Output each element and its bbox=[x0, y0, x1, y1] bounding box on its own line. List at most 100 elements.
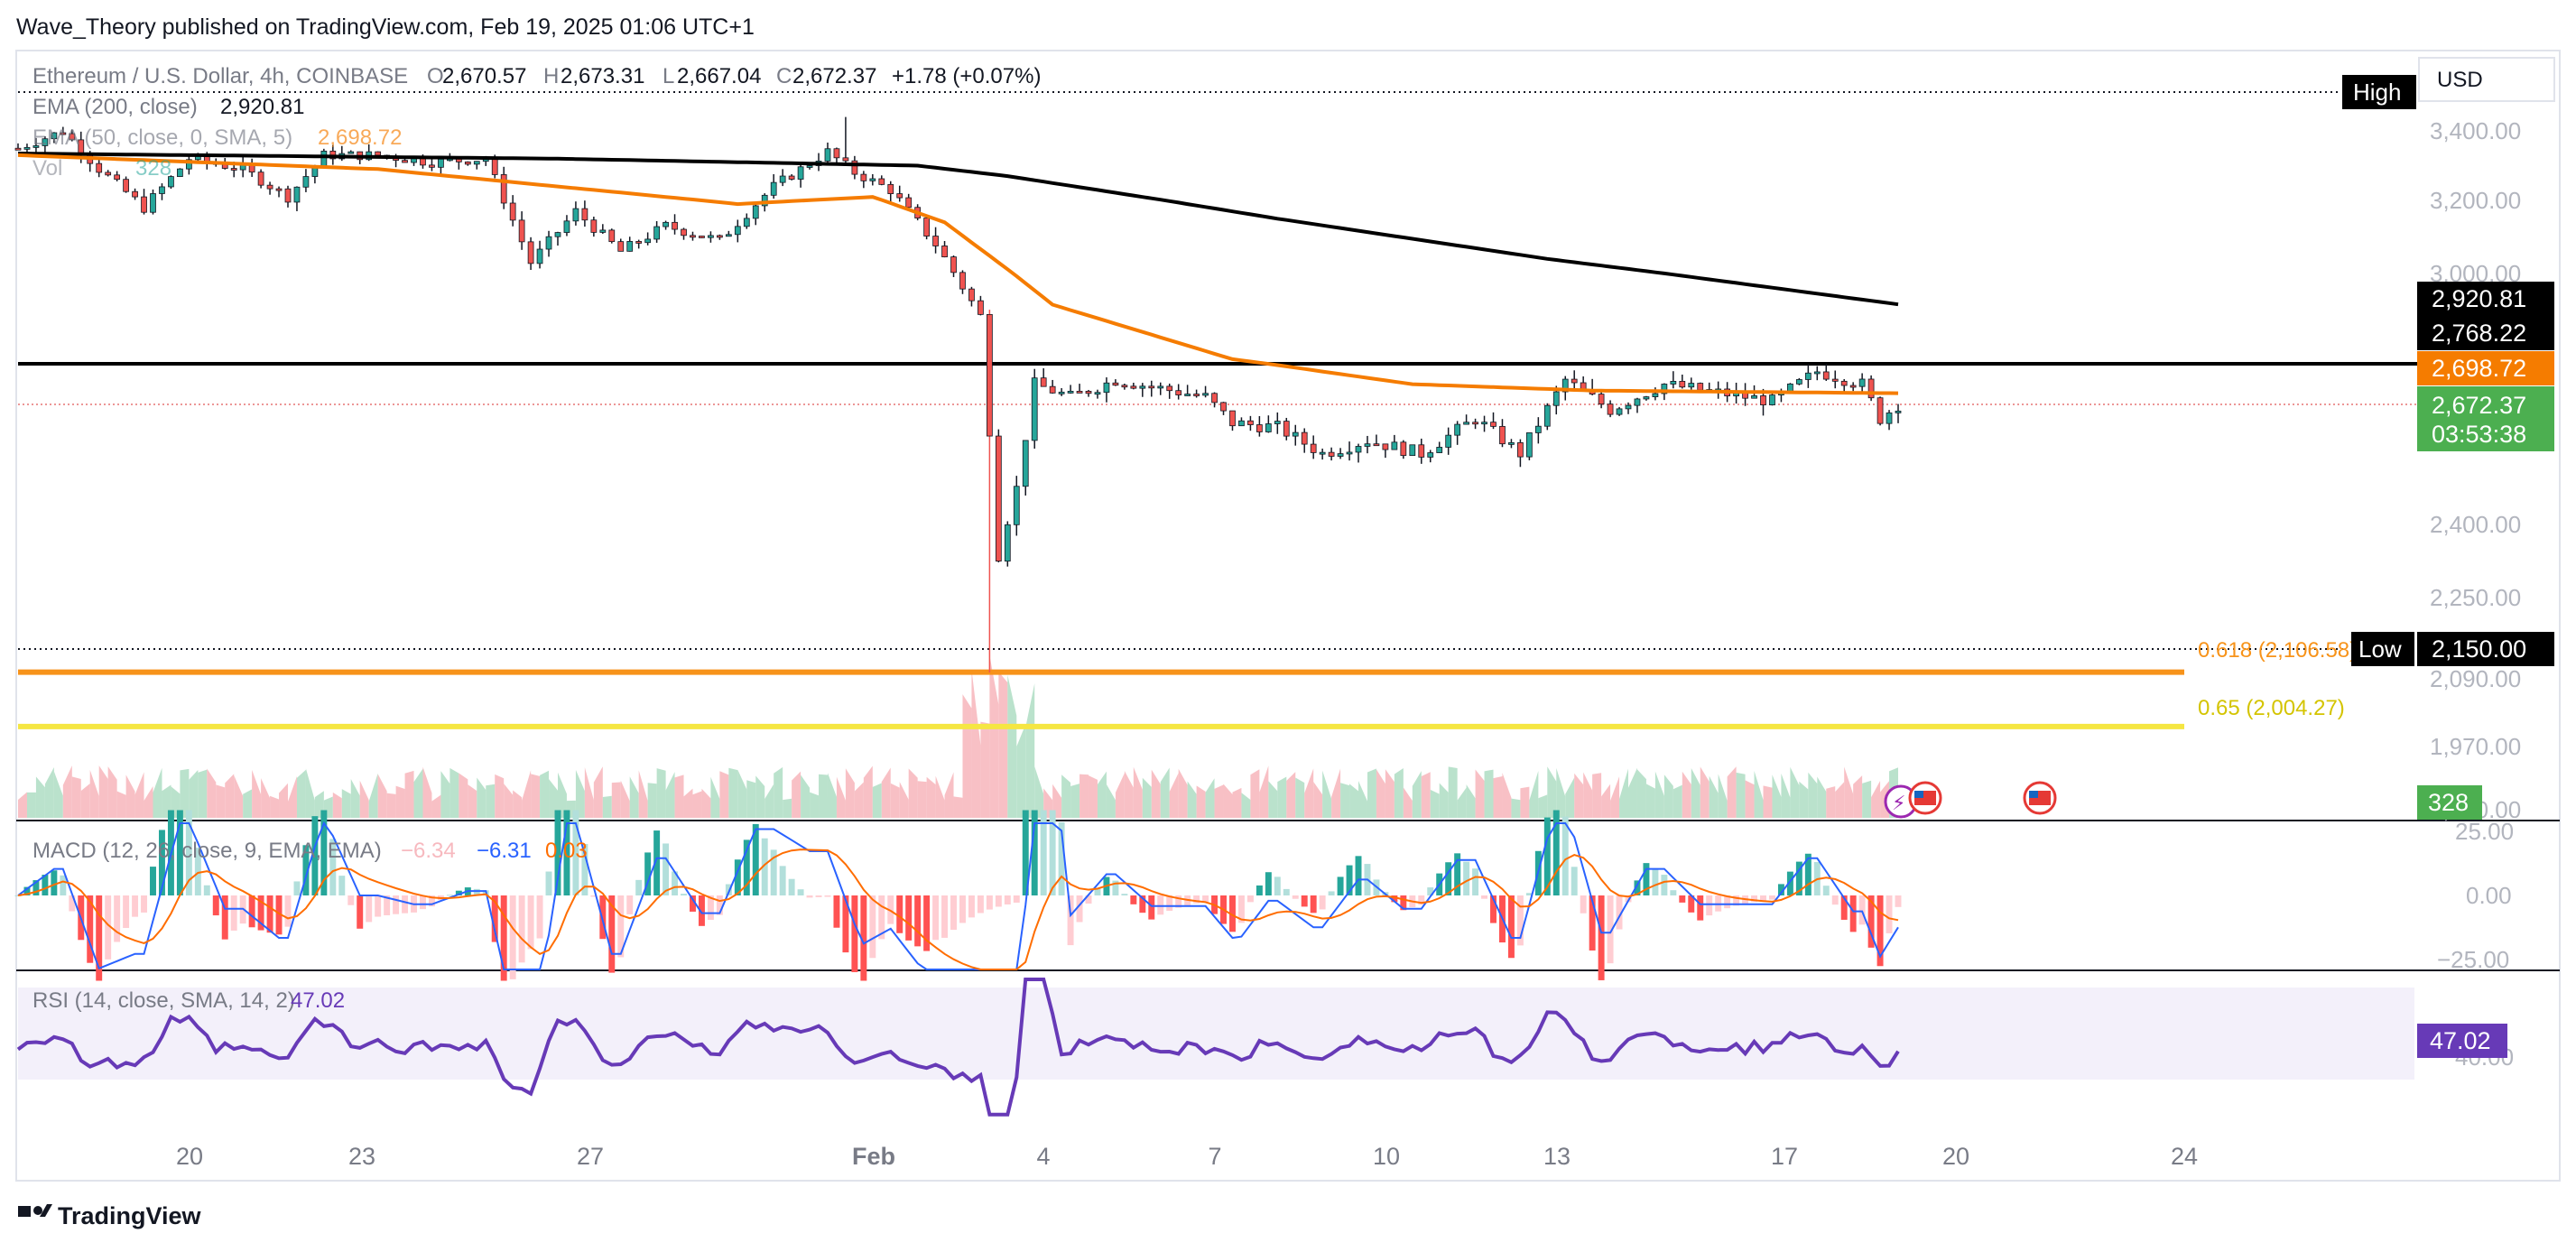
macd-histogram-bar bbox=[617, 895, 625, 958]
volume-segment bbox=[1259, 765, 1269, 818]
volume-segment bbox=[243, 789, 253, 818]
macd-histogram-bar bbox=[230, 895, 237, 931]
macd-histogram-bar bbox=[275, 895, 283, 935]
macd-histogram-bar bbox=[284, 895, 292, 927]
macd-histogram-bar bbox=[1525, 893, 1533, 895]
macd-histogram-bar bbox=[1652, 869, 1659, 895]
candle-body bbox=[32, 145, 40, 148]
volume-segment bbox=[296, 769, 306, 818]
volume-segment bbox=[819, 774, 828, 818]
macd-histogram-bar bbox=[1085, 895, 1092, 904]
volume-segment bbox=[1142, 777, 1152, 818]
macd-histogram-bar bbox=[311, 816, 319, 895]
ema50-legend-name[interactable]: EMA (50, close, 0, SMA, 5) bbox=[32, 125, 292, 150]
rsi-value-tag-text: 47.02 bbox=[2430, 1027, 2491, 1054]
volume-segment bbox=[792, 771, 802, 818]
volume-legend-name[interactable]: Vol bbox=[32, 156, 62, 181]
macd-histogram-bar bbox=[672, 871, 679, 895]
volume-segment bbox=[125, 774, 135, 818]
macd-histogram-bar bbox=[905, 895, 913, 941]
macd-histogram-bar bbox=[23, 886, 31, 895]
macd-histogram-bar bbox=[420, 895, 426, 910]
macd-histogram-bar bbox=[527, 895, 534, 950]
candle-body bbox=[69, 133, 76, 141]
candle-body bbox=[509, 202, 516, 221]
candle-body bbox=[1534, 425, 1542, 433]
macd-histogram-bar bbox=[1751, 895, 1758, 903]
volume-segment bbox=[1052, 784, 1062, 818]
ohlc-open: 2,670.57 bbox=[442, 64, 526, 88]
volume-segment bbox=[368, 773, 378, 818]
event-icons[interactable]: ⚡ bbox=[1884, 781, 2057, 819]
macd-histogram-bar bbox=[347, 895, 355, 905]
volume-segment bbox=[728, 767, 738, 818]
candle-body bbox=[1400, 441, 1407, 457]
volume-segment bbox=[1160, 767, 1170, 818]
ema50-legend-value: 2,698.72 bbox=[318, 125, 402, 150]
candle-body bbox=[1490, 422, 1496, 427]
candle-body bbox=[734, 226, 741, 236]
macd-histogram-bar bbox=[1795, 861, 1802, 895]
macd-histogram-bar bbox=[752, 823, 759, 895]
volume-segment bbox=[1223, 784, 1233, 818]
candle-body bbox=[1481, 422, 1487, 425]
candle-body bbox=[1229, 410, 1236, 427]
volume-segment bbox=[449, 767, 459, 818]
macd-histogram-bar bbox=[1561, 816, 1569, 895]
macd-histogram-bar bbox=[690, 895, 696, 912]
ema50-line[interactable] bbox=[17, 153, 1899, 395]
macd-histogram-bar bbox=[1319, 895, 1326, 910]
volume-segment bbox=[1628, 767, 1637, 818]
macd-legend-histogram: −6.34 bbox=[401, 839, 456, 863]
candle-body bbox=[1139, 385, 1146, 389]
volume-segment bbox=[1709, 775, 1719, 818]
candle-body bbox=[60, 132, 67, 135]
volume-segment bbox=[198, 769, 208, 818]
volume-segment bbox=[377, 774, 387, 818]
macd-histogram-bar bbox=[1777, 884, 1784, 895]
rsi-line[interactable] bbox=[16, 978, 1900, 1117]
macd-histogram-bar bbox=[384, 895, 391, 915]
candles bbox=[14, 116, 1902, 672]
fib-levels bbox=[18, 669, 2184, 729]
volume-segment bbox=[549, 779, 558, 818]
volume-segment bbox=[207, 768, 217, 818]
currency-box[interactable] bbox=[2418, 57, 2555, 102]
candle-body bbox=[672, 221, 678, 230]
candle-body bbox=[473, 161, 480, 165]
macd-histogram-bar bbox=[788, 878, 795, 895]
macd-histogram-bar bbox=[869, 895, 876, 959]
volume-segment bbox=[1367, 768, 1376, 818]
volume-segment bbox=[486, 784, 496, 818]
volume-segment bbox=[305, 768, 315, 818]
ema200-legend-name[interactable]: EMA (200, close) bbox=[32, 95, 198, 119]
volume-segment bbox=[413, 768, 423, 818]
rsi-legend-name[interactable]: RSI (14, close, SMA, 14, 2) bbox=[32, 988, 295, 1013]
macd-histogram-bar bbox=[1454, 853, 1461, 895]
volume-segment bbox=[611, 782, 621, 818]
volume-segment bbox=[1241, 793, 1251, 818]
volume-segment bbox=[35, 776, 45, 818]
ema200-line[interactable] bbox=[17, 152, 1899, 307]
macd-histogram-bar bbox=[698, 895, 705, 926]
volume-segment bbox=[1331, 768, 1341, 818]
macd-histogram-bar bbox=[1724, 895, 1731, 909]
macd-legend-name[interactable]: MACD (12, 26, close, 9, EMA, EMA) bbox=[32, 839, 382, 863]
candle-body bbox=[1283, 421, 1290, 437]
candle-body bbox=[860, 173, 867, 181]
macd-histogram-bar bbox=[851, 895, 858, 972]
chart-frame bbox=[15, 50, 2561, 1182]
macd-histogram-bar bbox=[428, 895, 435, 907]
volume-segment bbox=[1538, 794, 1548, 818]
candle-body bbox=[653, 226, 660, 240]
volume-segment bbox=[764, 784, 774, 818]
price-tick: 3,400.00 bbox=[2430, 117, 2521, 144]
macd-histogram-bar bbox=[158, 830, 165, 895]
macd-histogram-bar bbox=[1822, 886, 1830, 895]
candle-body bbox=[887, 183, 894, 194]
macd-histogram-bar bbox=[599, 895, 607, 940]
candle-body bbox=[500, 174, 507, 204]
macd-histogram-bar bbox=[1193, 895, 1200, 904]
tradingview-logo[interactable]: TradingView bbox=[18, 1202, 202, 1229]
